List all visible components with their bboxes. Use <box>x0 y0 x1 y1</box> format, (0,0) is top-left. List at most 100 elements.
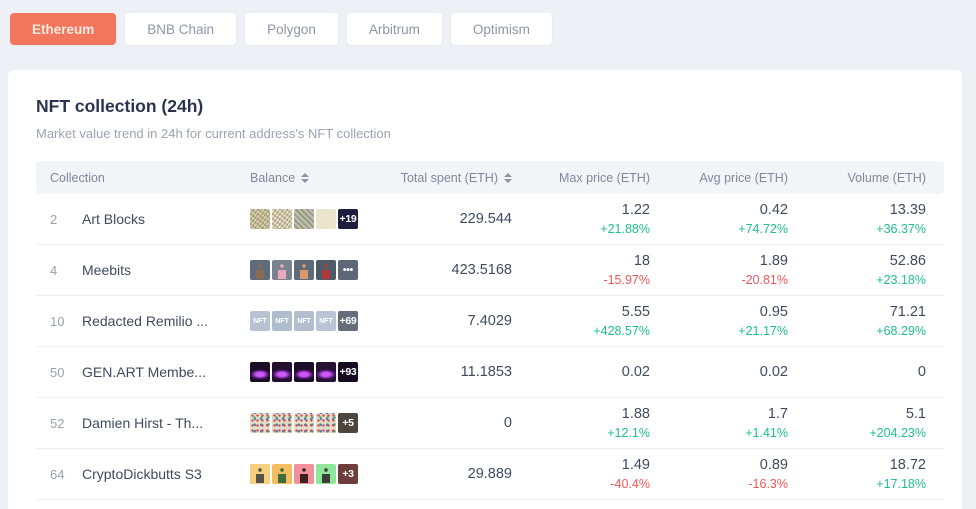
column-header-collection: Collection <box>36 171 250 185</box>
more-count-badge: +19 <box>338 209 358 229</box>
avg-price-value: 1.89 <box>759 253 788 269</box>
nft-thumbnail <box>272 413 292 433</box>
max-price-value: 5.55 <box>621 304 650 320</box>
volume-value: 52.86 <box>889 253 926 269</box>
more-count-badge: +3 <box>338 464 358 484</box>
avg-price-change: -16.3% <box>748 477 788 491</box>
avg-price-value: 0.89 <box>759 457 788 473</box>
column-header-label: Balance <box>250 170 296 185</box>
nft-thumbnail <box>316 260 336 280</box>
nft-thumbnail <box>272 362 292 382</box>
more-count-badge: +69 <box>338 311 358 331</box>
table-body: 2 Art Blocks +19 229.544 1.22 +21.88% 0.… <box>36 194 944 500</box>
volume-value: 13.39 <box>889 202 926 218</box>
column-header-max-price: Max price (ETH) <box>530 171 668 185</box>
nft-thumbnail <box>294 260 314 280</box>
tab-bnb-chain[interactable]: BNB Chain <box>125 13 237 45</box>
tab-optimism[interactable]: Optimism <box>450 13 552 45</box>
max-price-value: 1.49 <box>621 457 650 473</box>
table-row[interactable]: 10 Redacted Remilio ... NFT NFT NFT NFT +69 … <box>36 296 944 347</box>
collection-name[interactable]: Damien Hirst - Th... <box>82 415 204 431</box>
nft-collection-card: NFT collection (24h) Market value trend … <box>8 70 962 509</box>
volume-change: +17.18% <box>876 477 926 491</box>
nft-thumbnail: NFT <box>316 311 336 331</box>
table-row[interactable]: 52 Damien Hirst - Th... +5 0 1.88 +12.1%… <box>36 398 944 449</box>
collection-rank: 10 <box>50 313 65 329</box>
sort-icon[interactable] <box>301 172 310 183</box>
volume-value: 71.21 <box>889 304 926 320</box>
avg-price-value: 0.02 <box>759 364 788 380</box>
volume-change: +23.18% <box>876 273 926 287</box>
column-header-balance[interactable]: Balance <box>250 171 400 185</box>
nft-thumbnail <box>294 209 314 229</box>
nft-thumbnail <box>316 362 336 382</box>
max-price-value: 18 <box>633 253 650 269</box>
total-spent-value: 11.1853 <box>460 364 512 380</box>
balance-thumbnails: +19 <box>250 209 400 229</box>
collection-rank: 50 <box>50 364 65 380</box>
chain-tabbar: Ethereum BNB Chain Polygon Arbitrum Optimism <box>0 0 976 45</box>
nft-thumbnail <box>250 209 270 229</box>
collection-rank: 4 <box>50 262 58 278</box>
table-header-row: Collection Balance Total spent (ETH) Max… <box>36 161 944 194</box>
tab-arbitrum[interactable]: Arbitrum <box>346 13 442 45</box>
balance-thumbnails: +93 <box>250 362 400 382</box>
nft-thumbnail <box>272 209 292 229</box>
more-count-badge: +93 <box>338 362 358 382</box>
collection-rank: 52 <box>50 415 65 431</box>
column-header-avg-price: Avg price (ETH) <box>668 171 806 185</box>
total-spent-value: 0 <box>503 415 512 431</box>
max-price-change: +428.57% <box>593 324 650 338</box>
avg-price-change: +21.17% <box>738 324 788 338</box>
collection-name[interactable]: GEN.ART Membe... <box>82 364 206 380</box>
volume-value: 18.72 <box>889 457 926 473</box>
nft-thumbnail <box>250 413 270 433</box>
column-header-volume: Volume (ETH) <box>806 171 944 185</box>
collection-name[interactable]: Art Blocks <box>82 211 146 227</box>
collection-name[interactable]: Redacted Remilio ... <box>82 313 209 329</box>
total-spent-value: 29.889 <box>467 466 512 482</box>
page-subtitle: Market value trend in 24h for current ad… <box>36 126 391 141</box>
volume-change: +204.23% <box>869 426 926 440</box>
tab-ethereum[interactable]: Ethereum <box>10 13 117 45</box>
nft-thumbnail <box>272 464 292 484</box>
table-row[interactable]: 50 GEN.ART Membe... +93 11.1853 0.02 0.0… <box>36 347 944 398</box>
table-row[interactable]: 64 CryptoDickbutts S3 +3 29.889 1.49 -40… <box>36 449 944 500</box>
column-header-label: Avg price (ETH) <box>699 170 788 185</box>
nft-thumbnail <box>272 260 292 280</box>
nft-thumbnail <box>250 260 270 280</box>
max-price-change: +12.1% <box>607 426 650 440</box>
sort-icon[interactable] <box>504 172 512 183</box>
collection-rank: 64 <box>50 466 65 482</box>
collection-name[interactable]: CryptoDickbutts S3 <box>82 466 202 482</box>
column-header-total-spent[interactable]: Total spent (ETH) <box>400 171 530 185</box>
max-price-change: +21.88% <box>600 222 650 236</box>
tab-polygon[interactable]: Polygon <box>245 13 338 45</box>
total-spent-value: 229.544 <box>459 211 512 227</box>
column-header-label: Max price (ETH) <box>559 170 650 185</box>
nft-thumbnail <box>250 464 270 484</box>
table-row[interactable]: 2 Art Blocks +19 229.544 1.22 +21.88% 0.… <box>36 194 944 245</box>
avg-price-value: 1.7 <box>767 406 788 422</box>
collection-name[interactable]: Meebits <box>82 262 132 278</box>
nft-thumbnail <box>294 413 314 433</box>
volume-value: 5.1 <box>905 406 926 422</box>
balance-thumbnails: ••• <box>250 260 400 280</box>
total-spent-value: 423.5168 <box>451 262 512 278</box>
avg-price-change: +74.72% <box>738 222 788 236</box>
avg-price-value: 0.42 <box>759 202 788 218</box>
max-price-value: 1.22 <box>621 202 650 218</box>
total-spent-value: 7.4029 <box>467 313 512 329</box>
nft-thumbnail <box>250 362 270 382</box>
avg-price-value: 0.95 <box>759 304 788 320</box>
collection-rank: 2 <box>50 211 58 227</box>
nft-thumbnail <box>316 464 336 484</box>
max-price-change: -40.4% <box>610 477 650 491</box>
nft-thumbnail <box>316 209 336 229</box>
more-count-badge: +5 <box>338 413 358 433</box>
volume-value: 0 <box>917 364 926 380</box>
page-title: NFT collection (24h) <box>36 96 204 116</box>
nft-thumbnail: NFT <box>294 311 314 331</box>
table-row[interactable]: 4 Meebits ••• 423.5168 18 -15.97% 1.89 -… <box>36 245 944 296</box>
nft-thumbnail <box>316 413 336 433</box>
